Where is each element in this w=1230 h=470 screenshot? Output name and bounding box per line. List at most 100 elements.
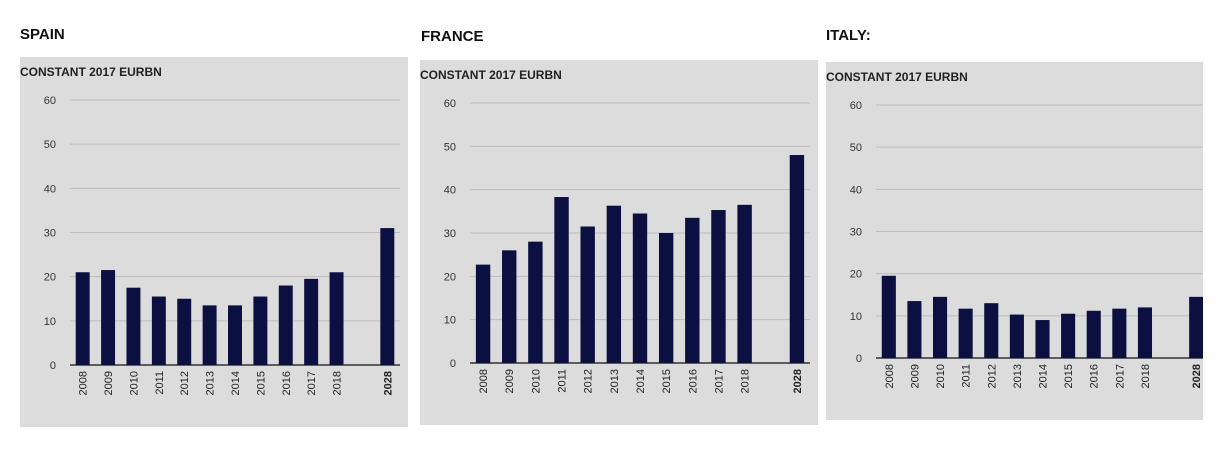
x-tick-label: 2028	[382, 371, 394, 395]
bar-2012	[580, 226, 595, 363]
chart-title-spain: SPAIN	[20, 26, 65, 43]
bar-2010	[932, 296, 948, 358]
x-tick-label: 2028	[792, 369, 804, 393]
y-tick-label: 0	[450, 358, 456, 370]
x-tick-label: 2008	[884, 364, 896, 388]
y-tick-label: 10	[850, 311, 862, 323]
bar-2009	[502, 250, 517, 363]
x-tick-label: 2009	[504, 369, 516, 393]
chart-panel-spain: CONSTANT 2017 EURBN 0 10 20 30 40 50 60 2008 200…	[20, 57, 408, 427]
y-tick-label: 60	[444, 98, 456, 110]
x-tick-label: 2011	[154, 371, 166, 395]
x-tick-label: 2018	[1140, 364, 1152, 388]
bar-chart: 0 10 20 30 40 50 60 2008 2009 2010 2011 2012 2013 201…	[850, 100, 1203, 388]
bar-2012	[177, 298, 192, 365]
bar-2008	[881, 275, 896, 358]
x-tick-label: 2009	[909, 364, 921, 388]
x-tick-label: 2018	[740, 369, 752, 393]
bar-2016	[278, 285, 293, 365]
x-tick-label: 2016	[281, 371, 293, 395]
x-tick-label: 2008	[78, 371, 90, 395]
y-tick-label: 60	[850, 100, 862, 112]
y-tick-label: 40	[44, 183, 56, 195]
x-tick-label: 2028	[1191, 364, 1203, 388]
y-tick-label: 30	[44, 228, 56, 240]
y-tick-label: 40	[444, 185, 456, 197]
bar-2010	[126, 287, 141, 365]
y-tick-label: 0	[856, 353, 862, 365]
x-tick-label: 2015	[1063, 364, 1075, 388]
bar-2016	[685, 217, 700, 363]
y-tick-label: 10	[44, 316, 56, 328]
x-tick-label: 2009	[103, 371, 115, 395]
y-tick-label: 60	[44, 95, 56, 107]
y-tick-label: 30	[444, 228, 456, 240]
bar-2009	[101, 270, 116, 365]
bar-2012	[984, 303, 999, 358]
x-tick-label: 2010	[935, 364, 947, 388]
x-tick-label: 2011	[961, 364, 973, 388]
bar-2016	[1086, 310, 1101, 358]
x-tick-label: 2017	[1114, 364, 1126, 388]
bar-2014	[228, 305, 242, 365]
y-tick-label: 20	[44, 272, 56, 284]
x-tick-label: 2013	[205, 371, 217, 395]
x-tick-label: 2013	[609, 369, 621, 393]
x-tick-label: 2013	[1012, 364, 1024, 388]
bar-chart: 0 10 20 30 40 50 60 2008 2009 2010 2011 2012 2013 201…	[444, 98, 810, 393]
y-tick-label: 50	[444, 141, 456, 153]
x-tick-label: 2016	[1089, 364, 1101, 388]
bar-2011	[151, 296, 166, 365]
bar-chart: 0 10 20 30 40 50 60 2008 2009 2010 2011 2012 2013 201…	[44, 95, 400, 395]
x-tick-label: 2017	[713, 369, 725, 393]
unit-label: CONSTANT 2017 EURBN	[20, 65, 162, 79]
y-tick-label: 20	[444, 271, 456, 283]
x-tick-label: 2014	[1038, 364, 1050, 388]
bar-2014	[632, 213, 648, 363]
y-tick-label: 30	[850, 227, 862, 239]
bar-2028	[380, 228, 395, 365]
x-tick-label: 2012	[179, 371, 191, 395]
bar-2015	[253, 296, 268, 365]
bar-2015	[1061, 313, 1076, 358]
chart-title-france: FRANCE	[421, 28, 484, 45]
x-tick-label: 2016	[687, 369, 699, 393]
y-tick-label: 50	[850, 142, 862, 154]
bar-2011	[958, 308, 973, 358]
bar-2008	[75, 272, 90, 365]
x-tick-label: 2008	[478, 369, 490, 393]
x-tick-label: 2015	[661, 369, 673, 393]
bar-2028	[789, 155, 805, 363]
y-tick-label: 50	[44, 139, 56, 151]
bar-2010	[528, 241, 543, 363]
bar-2017	[1112, 308, 1127, 358]
bar-2014	[1035, 320, 1050, 358]
bar-2018	[329, 272, 344, 365]
chart-panel-france: CONSTANT 2017 EURBN 0 10 20 30 40 50 60 2008 200…	[420, 60, 818, 425]
y-tick-label: 20	[850, 269, 862, 281]
unit-label: CONSTANT 2017 EURBN	[420, 68, 562, 82]
x-tick-label: 2014	[635, 369, 647, 393]
bar-2011	[554, 197, 569, 363]
bar-2013	[606, 205, 622, 363]
x-tick-label: 2018	[332, 371, 344, 395]
chart-title-italy: ITALY:	[826, 27, 871, 44]
y-tick-label: 40	[850, 184, 862, 196]
y-tick-label: 10	[444, 315, 456, 327]
x-tick-label: 2012	[583, 369, 595, 393]
bar-2018	[1137, 307, 1153, 358]
bar-2018	[737, 204, 752, 363]
chart-panel-italy: CONSTANT 2017 EURBN 0 10 20 30 40 50 60 2008 200…	[826, 62, 1203, 420]
x-tick-label: 2015	[255, 371, 267, 395]
bar-2013	[1009, 314, 1024, 358]
bar-2017	[304, 278, 319, 365]
x-tick-label: 2014	[230, 371, 242, 395]
x-tick-label: 2012	[986, 364, 998, 388]
bar-2015	[658, 233, 674, 363]
x-tick-label: 2010	[530, 369, 542, 393]
bar-2008	[475, 264, 491, 363]
y-tick-label: 0	[50, 360, 56, 372]
x-tick-label: 2017	[306, 371, 318, 395]
bar-2009	[907, 301, 922, 358]
bar-2028	[1189, 296, 1203, 358]
